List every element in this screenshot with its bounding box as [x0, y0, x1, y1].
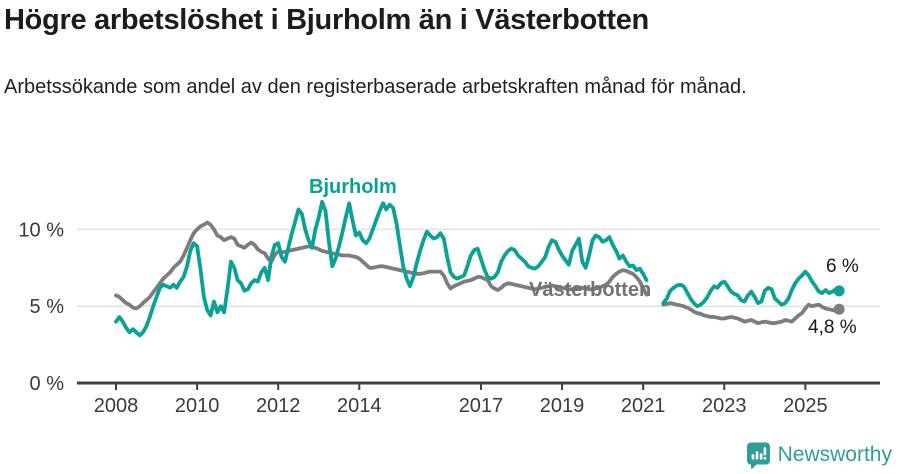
series-end-dot-bjurholm — [833, 285, 845, 297]
x-axis-tick-label: 2012 — [256, 395, 301, 417]
newsworthy-logo-text: Newsworthy — [777, 443, 892, 466]
y-axis-tick-label: 10 % — [18, 219, 64, 241]
y-axis-tick-label: 5 % — [30, 296, 65, 318]
series-line-bjurholm — [114, 199, 841, 338]
series-label-vasterbotten: Västerbotten — [529, 279, 652, 301]
newsworthy-logo-icon — [746, 442, 770, 469]
x-axis-tick-label: 2008 — [94, 395, 139, 417]
series-line-västerbotten — [114, 220, 841, 325]
series-end-dot-västerbotten — [833, 303, 845, 315]
end-value-bjurholm: 6 % — [826, 256, 859, 277]
chart-subtitle: Arbetssökande som andel av den registerb… — [4, 76, 747, 98]
x-axis-tick-label: 2014 — [337, 395, 382, 417]
x-axis-tick-label: 2023 — [702, 395, 747, 417]
x-axis-tick-label: 2010 — [175, 395, 220, 417]
series-label-bjurholm: Bjurholm — [309, 176, 397, 198]
chart-title: Högre arbetslöshet i Bjurholm än i Väste… — [4, 4, 649, 36]
y-axis-tick-label: 0 % — [30, 373, 65, 395]
newsworthy-logo: Newsworthy — [746, 441, 892, 469]
x-axis-tick-label: 2019 — [540, 395, 585, 417]
end-value-vasterbotten: 4,8 % — [808, 317, 857, 338]
x-axis-tick-label: 2017 — [459, 395, 504, 417]
x-axis-tick-label: 2025 — [783, 395, 828, 417]
x-axis-tick-label: 2021 — [621, 395, 666, 417]
